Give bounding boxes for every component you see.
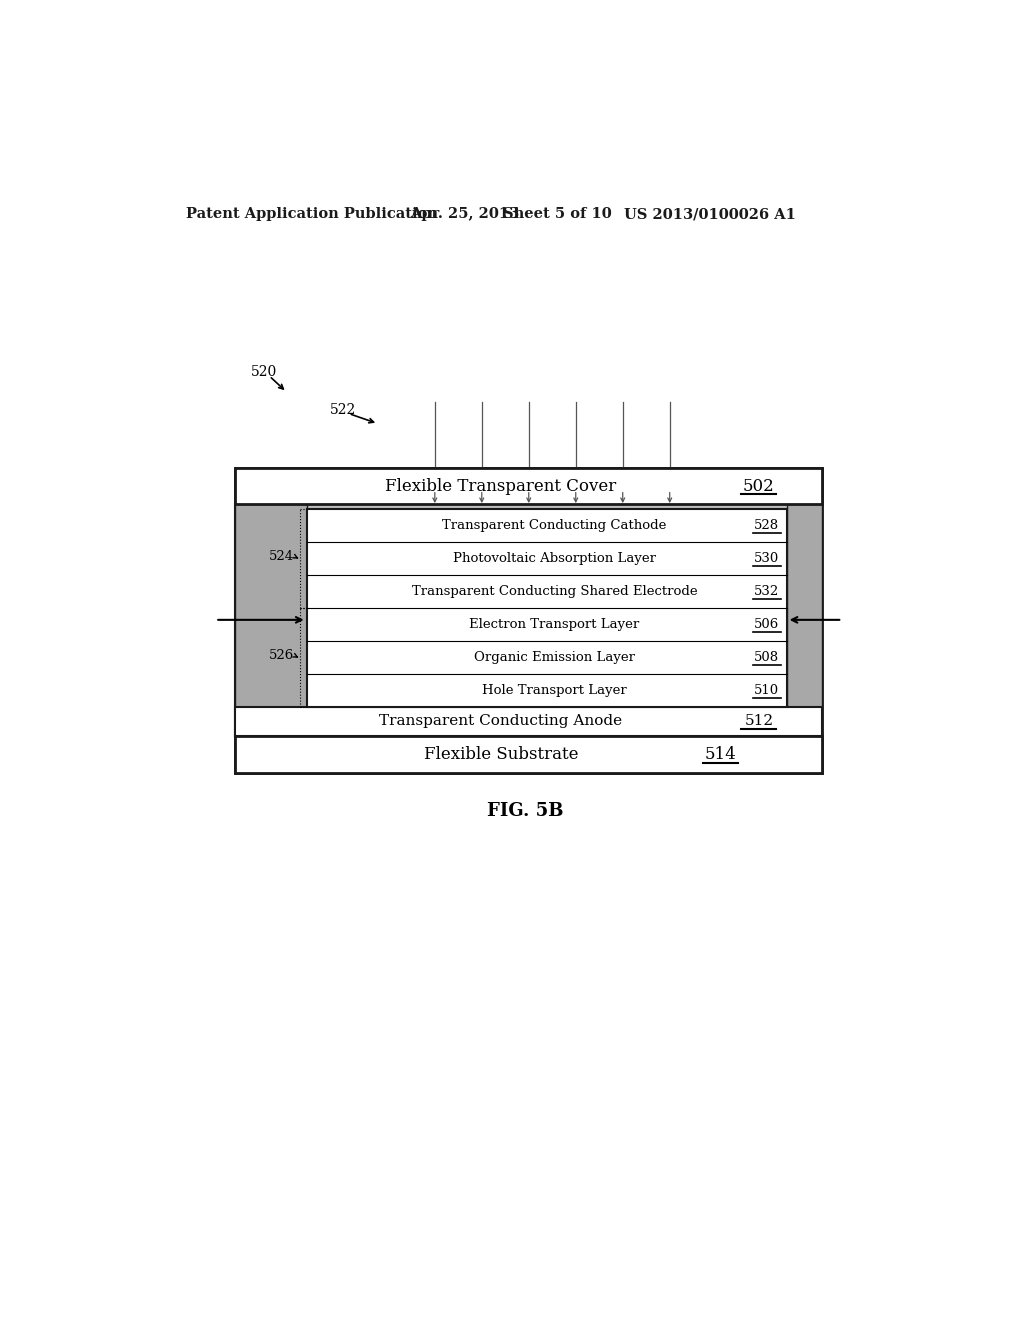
Text: 524: 524 xyxy=(269,550,294,564)
Text: Flexible Transparent Cover: Flexible Transparent Cover xyxy=(385,478,616,495)
Text: FIG. 5B: FIG. 5B xyxy=(486,803,563,820)
Text: 532: 532 xyxy=(755,585,779,598)
Text: Hole Transport Layer: Hole Transport Layer xyxy=(482,684,627,697)
Bar xyxy=(786,504,822,735)
Text: 522: 522 xyxy=(331,404,356,417)
Text: 502: 502 xyxy=(743,478,775,495)
Text: Sheet 5 of 10: Sheet 5 of 10 xyxy=(504,207,612,222)
Text: 508: 508 xyxy=(755,651,779,664)
Text: 526: 526 xyxy=(269,649,295,663)
Text: 520: 520 xyxy=(251,364,278,379)
Text: Electron Transport Layer: Electron Transport Layer xyxy=(469,618,640,631)
Text: Patent Application Publication: Patent Application Publication xyxy=(186,207,438,222)
Bar xyxy=(236,469,822,504)
Text: Apr. 25, 2013: Apr. 25, 2013 xyxy=(410,207,519,222)
Text: Organic Emission Layer: Organic Emission Layer xyxy=(474,651,635,664)
Bar xyxy=(236,708,822,735)
Bar xyxy=(236,504,306,735)
Text: 510: 510 xyxy=(755,684,779,697)
Text: US 2013/0100026 A1: US 2013/0100026 A1 xyxy=(624,207,796,222)
Bar xyxy=(236,735,822,774)
Text: Photovoltaic Absorption Layer: Photovoltaic Absorption Layer xyxy=(453,552,656,565)
Text: Transparent Conducting Shared Electrode: Transparent Conducting Shared Electrode xyxy=(412,585,697,598)
Bar xyxy=(306,510,786,708)
Text: 530: 530 xyxy=(755,552,779,565)
Text: 528: 528 xyxy=(755,519,779,532)
Text: 514: 514 xyxy=(705,746,736,763)
Text: Transparent Conducting Cathode: Transparent Conducting Cathode xyxy=(442,519,667,532)
Bar xyxy=(236,469,822,774)
Text: Flexible Substrate: Flexible Substrate xyxy=(424,746,579,763)
Text: 506: 506 xyxy=(755,618,779,631)
Text: Transparent Conducting Anode: Transparent Conducting Anode xyxy=(380,714,623,729)
Bar xyxy=(236,504,822,735)
Text: 512: 512 xyxy=(744,714,773,729)
